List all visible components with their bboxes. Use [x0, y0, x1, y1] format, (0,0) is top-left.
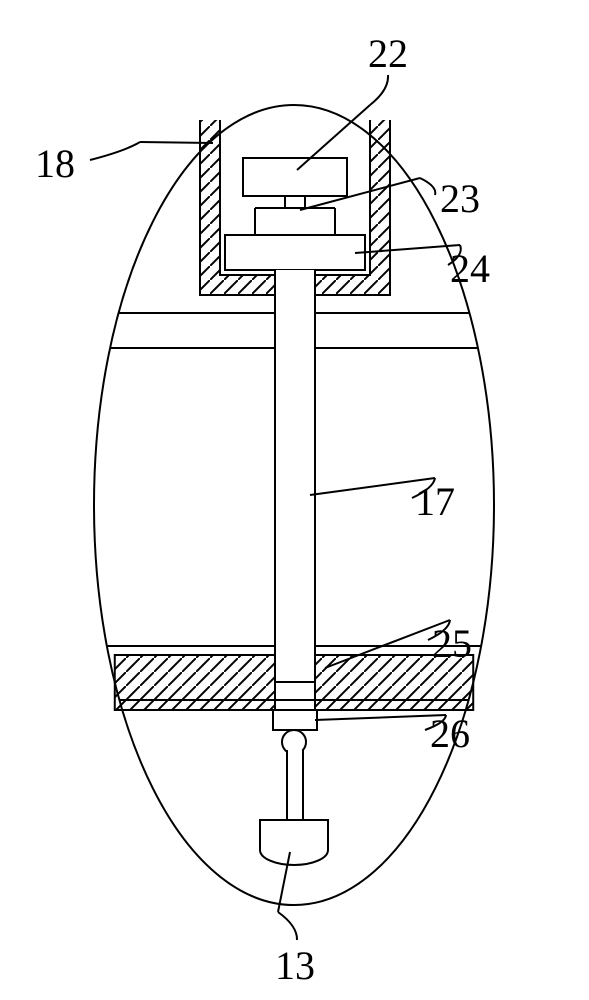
diagram-svg — [0, 0, 589, 1000]
label-23: 23 — [440, 175, 480, 222]
label-18: 18 — [35, 140, 75, 187]
label-24: 24 — [450, 245, 490, 292]
label-22: 22 — [368, 30, 408, 77]
label-26: 26 — [430, 710, 470, 757]
label-25: 25 — [432, 620, 472, 667]
label-17: 17 — [415, 478, 455, 525]
label-13: 13 — [275, 942, 315, 989]
